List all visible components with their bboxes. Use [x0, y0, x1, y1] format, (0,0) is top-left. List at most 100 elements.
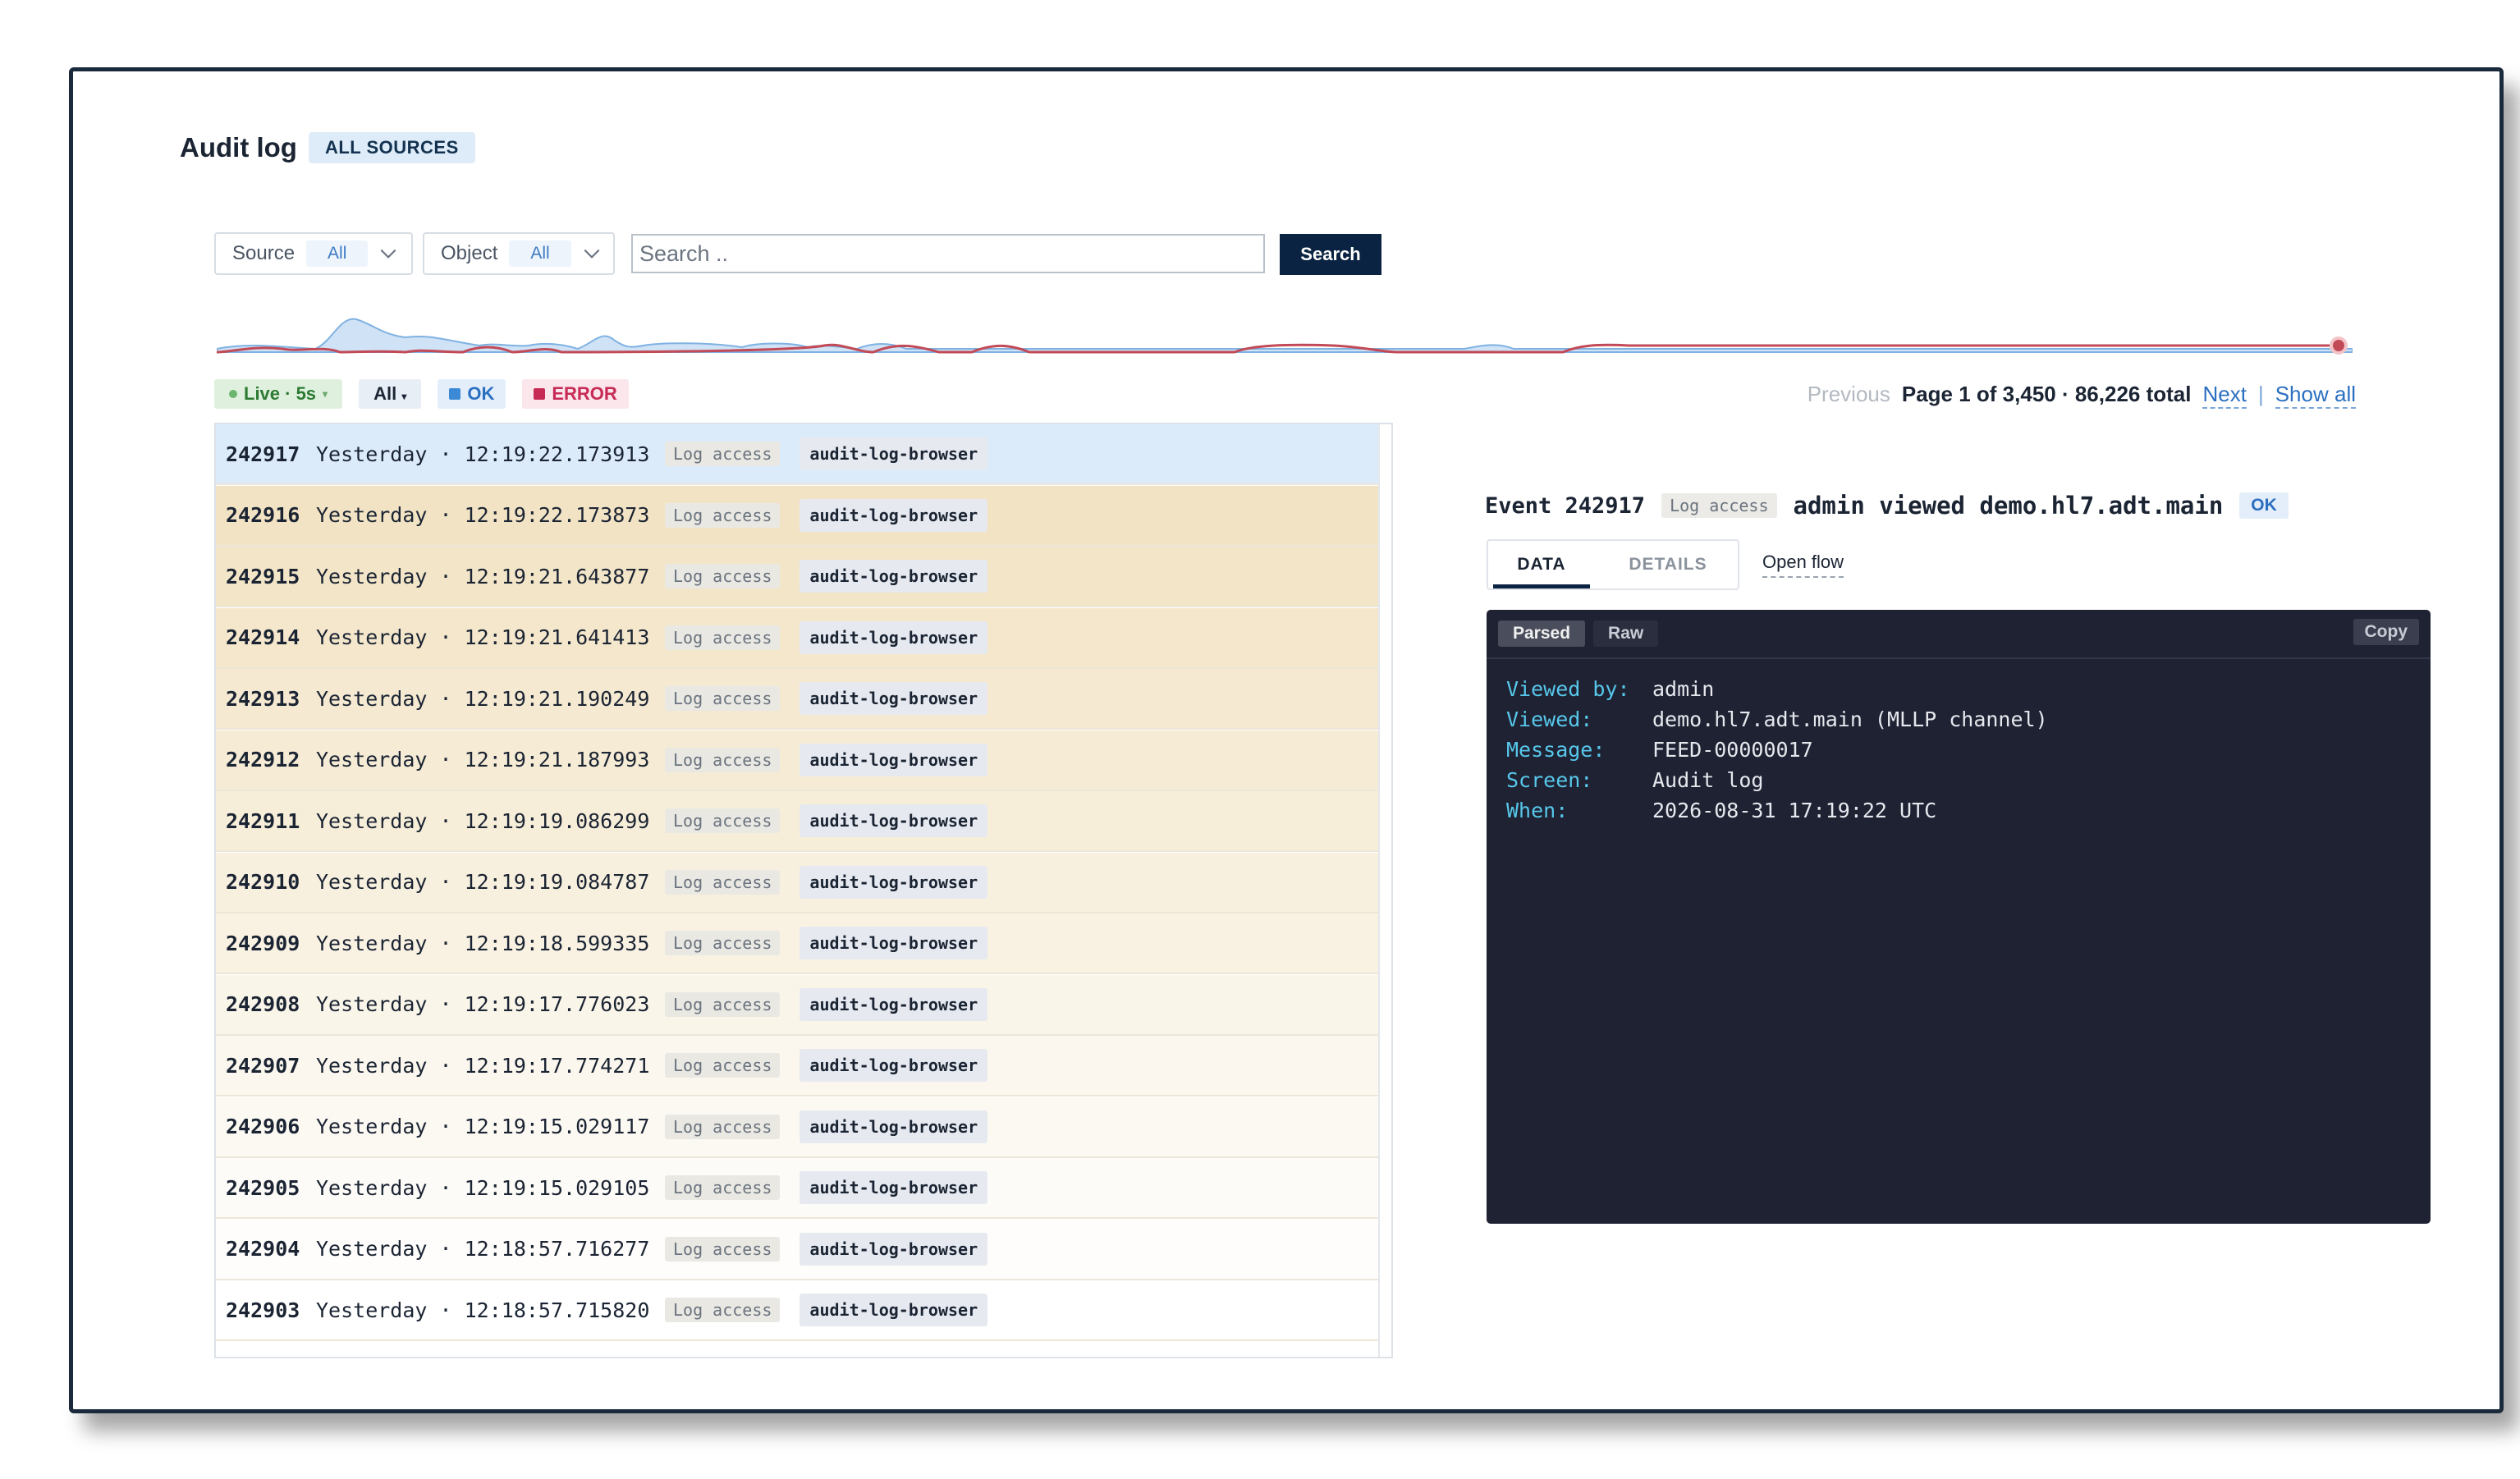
event-time: Yesterday · 12:19:21.641413	[316, 625, 650, 649]
console-field: Message: FEED-00000017	[1506, 735, 2048, 765]
event-id: 242905	[226, 1175, 300, 1200]
console-fields: Viewed by: admin Viewed: demo.hl7.adt.main …	[1506, 674, 2048, 826]
table-row[interactable]: 242910 Yesterday · 12:19:19.084787 Log acc…	[216, 852, 1378, 914]
open-flow-link[interactable]: Open flow	[1762, 552, 1844, 578]
status-filters: Live · 5s ▾ All ▾ OK ERROR	[214, 379, 629, 409]
event-time: Yesterday · 12:19:22.173913	[316, 442, 650, 466]
level-filter-ok[interactable]: OK	[438, 379, 506, 409]
tab-details[interactable]: DETAILS	[1629, 555, 1707, 574]
event-kind-badge: Log access	[665, 1114, 781, 1139]
field-key: Screen:	[1506, 768, 1593, 792]
list-scrollbar[interactable]	[1378, 424, 1391, 1357]
table-row[interactable]: 242905 Yesterday · 12:19:15.029105 Log acc…	[216, 1158, 1378, 1219]
table-row[interactable]: 242907 Yesterday · 12:19:17.774271 Log acc…	[216, 1036, 1378, 1097]
event-data-console: Parsed Raw Copy Viewed by: admin Viewed: de…	[1487, 610, 2431, 1224]
table-row[interactable]: 242914 Yesterday · 12:19:21.641413 Log acc…	[216, 607, 1378, 669]
event-kind-badge: Log access	[665, 808, 781, 833]
source-filter[interactable]: Source All	[214, 232, 413, 275]
copy-button[interactable]: Copy	[2353, 619, 2419, 645]
table-row[interactable]: 242906 Yesterday · 12:19:15.029117 Log acc…	[216, 1097, 1378, 1158]
event-id: 242912	[226, 748, 300, 772]
event-channel-badge: audit-log-browser	[800, 560, 988, 593]
event-time: Yesterday · 12:19:17.774271	[316, 1053, 650, 1078]
table-row[interactable]: 242903 Yesterday · 12:18:57.715820 Log acc…	[216, 1280, 1378, 1341]
console-toolbar: Parsed Raw Copy	[1487, 610, 2431, 659]
event-id: 242904	[226, 1237, 300, 1261]
timeline-handle	[2330, 337, 2348, 355]
parsed-button[interactable]: Parsed	[1498, 620, 1586, 647]
raw-button[interactable]: Raw	[1593, 620, 1659, 647]
chevron-down-icon	[380, 249, 396, 259]
event-id: 242911	[226, 808, 300, 833]
event-kind-badge: Log access	[665, 502, 781, 528]
table-row[interactable]: 242912 Yesterday · 12:19:21.187993 Log acc…	[216, 730, 1378, 791]
event-channel-badge: audit-log-browser	[800, 865, 988, 899]
level-filter-all[interactable]: All ▾	[359, 379, 422, 409]
pager-separator: |	[2257, 382, 2264, 406]
event-id: 242907	[226, 1053, 300, 1078]
event-kind-badge: Log access	[665, 442, 781, 466]
event-time: Yesterday · 12:19:21.187993	[316, 748, 650, 772]
table-row[interactable]: 242904 Yesterday · 12:18:57.716277 Log acc…	[216, 1219, 1378, 1280]
page-title: Audit log	[180, 132, 297, 163]
event-channel-badge: audit-log-browser	[800, 804, 988, 837]
level-filter-error[interactable]: ERROR	[522, 379, 629, 409]
event-time: Yesterday · 12:19:15.029117	[316, 1115, 650, 1138]
event-id: 242914	[226, 625, 300, 649]
show-all-link[interactable]: Show all	[2275, 382, 2356, 409]
activity-timeline[interactable]	[217, 309, 2353, 359]
table-row[interactable]: 242908 Yesterday · 12:19:17.776023 Log acc…	[216, 974, 1378, 1036]
event-time: Yesterday · 12:19:17.776023	[316, 992, 650, 1016]
event-kind-badge: Log access	[665, 1298, 781, 1322]
next-link[interactable]: Next	[2202, 382, 2247, 409]
event-time: Yesterday · 12:19:22.173873	[316, 503, 650, 527]
source-filter-value: All	[306, 240, 369, 267]
event-channel-badge: audit-log-browser	[800, 987, 988, 1021]
event-kind-badge: Log access	[665, 1236, 781, 1262]
event-id: 242916	[226, 503, 300, 527]
sources-badge[interactable]: ALL SOURCES	[308, 132, 475, 163]
field-key: Viewed by:	[1506, 677, 1630, 701]
event-channel-badge: audit-log-browser	[800, 1232, 988, 1266]
detail-tabs: DATA DETAILS	[1487, 539, 1739, 590]
search-button[interactable]: Search	[1280, 234, 1381, 275]
event-kind-badge: Log access	[665, 1175, 781, 1200]
table-row[interactable]: 242909 Yesterday · 12:19:18.599335 Log acc…	[216, 914, 1378, 974]
level-filter-all-label: All	[373, 383, 397, 404]
header: Audit log ALL SOURCES	[180, 132, 475, 163]
app-window: Audit log ALL SOURCES Source All Object …	[69, 67, 2504, 1413]
live-toggle[interactable]: Live · 5s ▾	[214, 379, 343, 409]
field-key: Message:	[1506, 738, 1606, 762]
field-key: Viewed:	[1506, 707, 1593, 731]
object-filter[interactable]: Object All	[423, 232, 615, 275]
event-channel-badge: audit-log-browser	[800, 1171, 988, 1204]
event-channel-badge: audit-log-browser	[800, 1294, 988, 1326]
event-kind-badge: Log access	[665, 931, 781, 955]
event-channel-badge: audit-log-browser	[800, 1110, 988, 1143]
event-kind-badge: Log access	[665, 686, 781, 711]
event-time: Yesterday · 12:19:15.029105	[316, 1175, 650, 1200]
timeline-activity-area	[217, 318, 2353, 353]
table-row[interactable]: 242911 Yesterday · 12:19:19.086299 Log acc…	[216, 791, 1378, 852]
page-info: Page 1 of 3,450 · 86,226 total	[1901, 382, 2192, 406]
event-channel-badge: audit-log-browser	[800, 437, 988, 470]
tab-data[interactable]: DATA	[1493, 541, 1590, 588]
event-status-badge: OK	[2239, 492, 2289, 519]
field-key: When:	[1506, 799, 1569, 822]
pagination: Previous Page 1 of 3,450 · 86,226 total …	[1808, 382, 2356, 409]
status-dot-icon	[229, 390, 237, 398]
object-filter-label: Object	[441, 242, 498, 264]
event-kind-badge: Log access	[1661, 493, 1777, 518]
table-row[interactable]: 242913 Yesterday · 12:19:21.190249 Log acc…	[216, 669, 1378, 730]
event-detail-header: Event 242917 Log access admin viewed dem…	[1485, 492, 2289, 520]
table-row[interactable]: 242915 Yesterday · 12:19:21.643877 Log acc…	[216, 547, 1378, 607]
previous-link[interactable]: Previous	[1807, 382, 1890, 406]
table-row[interactable]: 242916 Yesterday · 12:19:22.173873 Log acc…	[216, 485, 1378, 547]
field-value: demo.hl7.adt.main (MLLP channel)	[1652, 707, 2048, 731]
event-id: 242909	[226, 931, 300, 955]
event-time: Yesterday · 12:19:18.599335	[316, 931, 650, 955]
table-row[interactable]: 242917 Yesterday · 12:19:22.173913 Log acc…	[216, 424, 1378, 485]
event-time: Yesterday · 12:18:57.716277	[316, 1237, 650, 1261]
search-input[interactable]: Search ..	[631, 234, 1265, 273]
timeline-error-line	[217, 343, 2334, 354]
